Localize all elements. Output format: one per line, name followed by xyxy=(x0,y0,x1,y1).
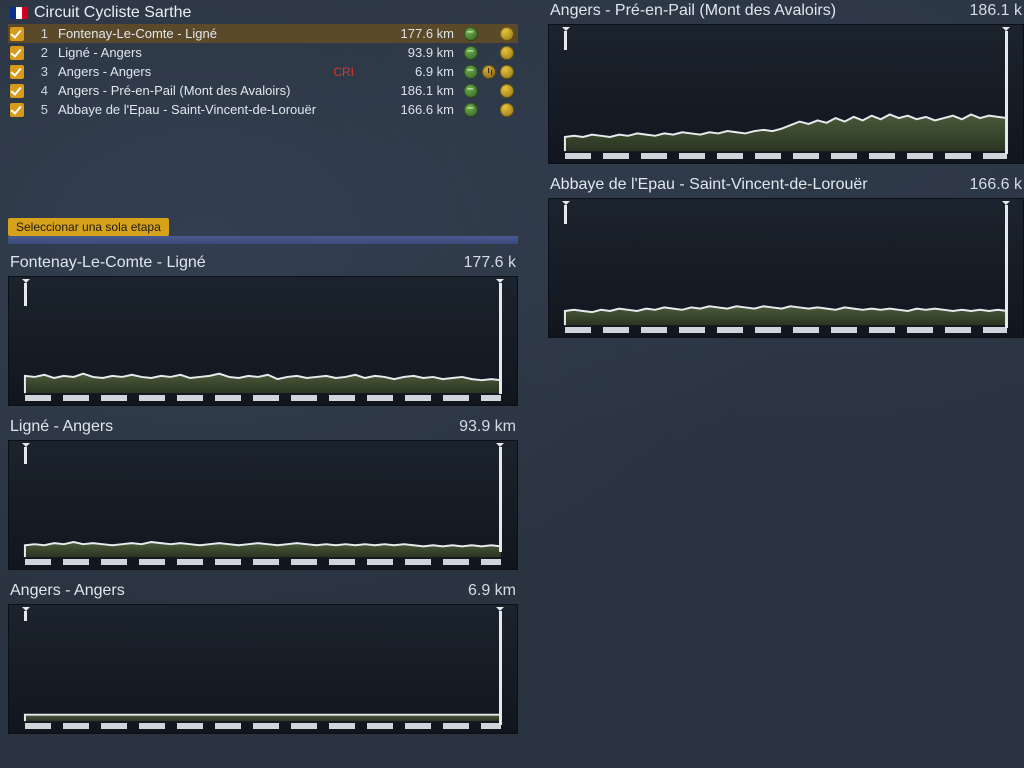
stage-check-icon xyxy=(10,27,24,41)
profiles-left-column: Fontenay-Le-Comte - Ligné 177.6 k Ligné -… xyxy=(8,252,518,744)
card-title: Angers - Pré-en-Pail (Mont des Avaloirs) xyxy=(550,2,836,20)
yellow-icon xyxy=(500,84,514,98)
distance-dashes xyxy=(25,395,501,401)
stage-number: 1 xyxy=(32,26,48,41)
finish-marker-icon xyxy=(499,447,502,552)
stage-list-panel: Circuit Cycliste Sarthe 1 Fontenay-Le-Com… xyxy=(8,2,518,119)
elevation-profile[interactable] xyxy=(8,276,518,406)
stage-row[interactable]: 3 Angers - AngersCRI 6.9 km xyxy=(8,62,518,81)
card-distance: 177.6 k xyxy=(464,254,516,272)
icon-spacer xyxy=(482,46,496,60)
card-title: Fontenay-Le-Comte - Ligné xyxy=(10,254,206,272)
stage-distance: 6.9 km xyxy=(384,64,454,79)
elevation-profile[interactable] xyxy=(548,24,1024,164)
flag-icon xyxy=(10,7,28,19)
finish-marker-icon xyxy=(499,283,502,394)
stage-name: Abbaye de l'Epau - Saint-Vincent-de-Loro… xyxy=(58,102,384,117)
stage-profile-card: Angers - Angers 6.9 km xyxy=(8,580,518,734)
stage-profile-card: Abbaye de l'Epau - Saint-Vincent-de-Loro… xyxy=(548,174,1024,338)
stage-name: Angers - Pré-en-Pail (Mont des Avaloirs) xyxy=(58,83,384,98)
card-header: Angers - Angers 6.9 km xyxy=(8,580,518,604)
card-title: Abbaye de l'Epau - Saint-Vincent-de-Loro… xyxy=(550,176,868,194)
card-header: Angers - Pré-en-Pail (Mont des Avaloirs)… xyxy=(548,0,1024,24)
stage-number: 4 xyxy=(32,83,48,98)
start-marker-icon xyxy=(24,611,27,621)
stage-number: 3 xyxy=(32,64,48,79)
stage-profile-card: Fontenay-Le-Comte - Ligné 177.6 k xyxy=(8,252,518,406)
card-distance: 93.9 km xyxy=(459,418,516,436)
icon-spacer xyxy=(482,103,496,117)
elevation-profile[interactable] xyxy=(548,198,1024,338)
card-header: Fontenay-Le-Comte - Ligné 177.6 k xyxy=(8,252,518,276)
stage-distance: 93.9 km xyxy=(384,45,454,60)
green-icon xyxy=(464,46,478,60)
distance-dashes xyxy=(565,327,1007,333)
stage-check-icon xyxy=(10,103,24,117)
stage-profile-card: Angers - Pré-en-Pail (Mont des Avaloirs)… xyxy=(548,0,1024,164)
start-marker-icon xyxy=(564,205,567,224)
profiles-right-column: Angers - Pré-en-Pail (Mont des Avaloirs)… xyxy=(548,0,1024,348)
yellow-icon xyxy=(500,46,514,60)
icon-spacer xyxy=(482,27,496,41)
stage-name: Fontenay-Le-Comte - Ligné xyxy=(58,26,384,41)
clock-icon xyxy=(482,65,496,79)
distance-dashes xyxy=(565,153,1007,159)
stage-row[interactable]: 2 Ligné - Angers93.9 km xyxy=(8,43,518,62)
card-header: Abbaye de l'Epau - Saint-Vincent-de-Loro… xyxy=(548,174,1024,198)
stage-check-icon xyxy=(10,65,24,79)
card-distance: 6.9 km xyxy=(468,582,516,600)
yellow-icon xyxy=(500,27,514,41)
elevation-profile[interactable] xyxy=(8,604,518,734)
finish-marker-icon xyxy=(1005,205,1008,328)
stage-row[interactable]: 5 Abbaye de l'Epau - Saint-Vincent-de-Lor… xyxy=(8,100,518,119)
distance-dashes xyxy=(25,559,501,565)
stage-distance: 186.1 km xyxy=(384,83,454,98)
green-icon xyxy=(464,65,478,79)
stage-check-icon xyxy=(10,46,24,60)
start-marker-icon xyxy=(24,447,27,464)
stage-profile-card: Ligné - Angers 93.9 km xyxy=(8,416,518,570)
stage-distance: 166.6 km xyxy=(384,102,454,117)
yellow-icon xyxy=(500,103,514,117)
start-marker-icon xyxy=(564,31,567,50)
icon-spacer xyxy=(482,84,496,98)
start-marker-icon xyxy=(24,283,27,306)
card-distance: 166.6 k xyxy=(970,176,1022,194)
green-icon xyxy=(464,103,478,117)
stage-row[interactable]: 4 Angers - Pré-en-Pail (Mont des Avaloirs… xyxy=(8,81,518,100)
stage-name: Ligné - Angers xyxy=(58,45,384,60)
green-icon xyxy=(464,84,478,98)
elevation-profile[interactable] xyxy=(8,440,518,570)
finish-marker-icon xyxy=(499,611,502,725)
select-single-stage-button[interactable]: Seleccionar una sola etapa xyxy=(8,218,169,236)
card-header: Ligné - Angers 93.9 km xyxy=(8,416,518,440)
race-title-row: Circuit Cycliste Sarthe xyxy=(8,2,518,24)
race-title: Circuit Cycliste Sarthe xyxy=(34,4,191,22)
yellow-icon xyxy=(500,65,514,79)
card-title: Angers - Angers xyxy=(10,582,125,600)
finish-marker-icon xyxy=(1005,31,1008,154)
card-title: Ligné - Angers xyxy=(10,418,113,436)
divider-bar xyxy=(8,236,518,244)
green-icon xyxy=(464,27,478,41)
stage-number: 2 xyxy=(32,45,48,60)
stage-row[interactable]: 1 Fontenay-Le-Comte - Ligné177.6 km xyxy=(8,24,518,43)
card-distance: 186.1 k xyxy=(970,2,1022,20)
distance-dashes xyxy=(25,723,501,729)
stage-name: Angers - Angers xyxy=(58,64,333,79)
stage-check-icon xyxy=(10,84,24,98)
stage-tag: CRI xyxy=(333,65,354,79)
stage-distance: 177.6 km xyxy=(384,26,454,41)
stage-number: 5 xyxy=(32,102,48,117)
